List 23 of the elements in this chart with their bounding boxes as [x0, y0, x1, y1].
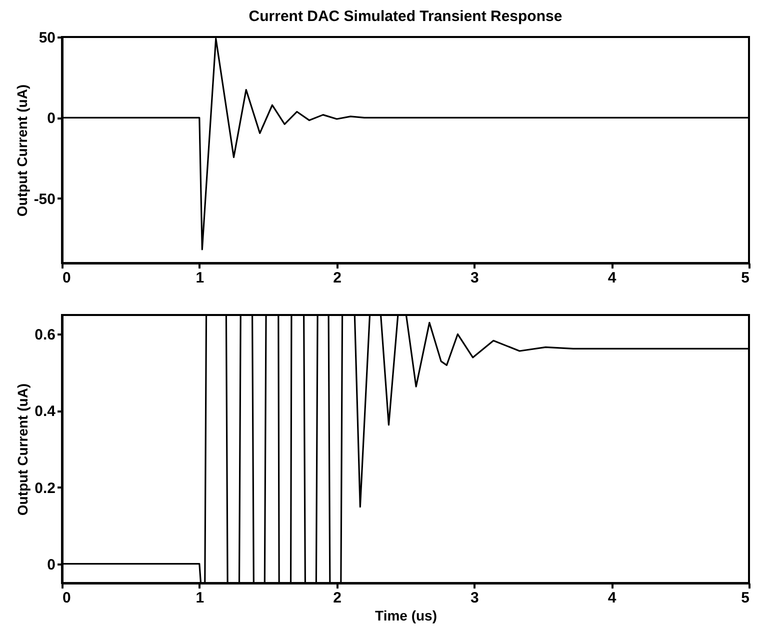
x-tick-label: 0	[62, 590, 71, 606]
x-tick-label: 2	[333, 270, 342, 286]
x-tick-label: 3	[470, 270, 479, 286]
y-axis-title: Output Current (uA)	[14, 383, 31, 516]
y-tick-label: -50	[34, 190, 56, 208]
y-tick-label: 0.2	[34, 480, 56, 497]
x-tick-label: 2	[333, 590, 342, 606]
x-tick-label: 0	[62, 270, 71, 286]
y-tick-label: 0.4	[34, 403, 56, 420]
y-tick-label: 0	[47, 110, 56, 128]
x-tick-label: 4	[608, 270, 617, 286]
y-tick-label: 0	[47, 556, 56, 574]
x-tick-label: 5	[741, 270, 750, 286]
x-tick-label: 4	[608, 590, 617, 606]
x-tick-label: 1	[196, 270, 204, 286]
y-axis-title: Output Current (uA)	[14, 84, 30, 217]
chart-title: Current DAC Simulated Transient Response	[248, 8, 562, 25]
x-tick-label: 5	[741, 590, 750, 606]
y-tick-label: 0.6	[34, 326, 56, 344]
x-tick-label: 1	[196, 590, 204, 606]
y-tick-label: 50	[38, 30, 56, 46]
x-tick-label: 3	[470, 590, 479, 606]
x-axis-title: Time (us)	[375, 608, 437, 624]
